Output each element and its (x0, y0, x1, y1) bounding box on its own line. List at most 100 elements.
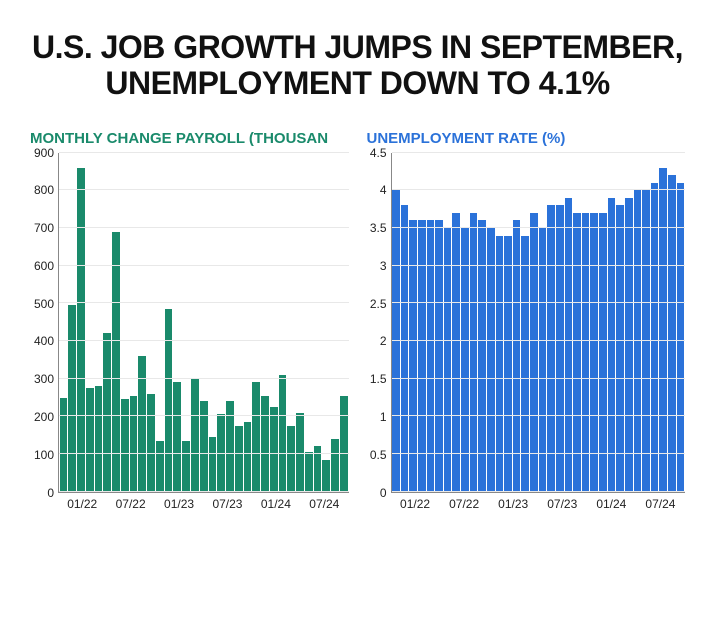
payroll-gridline (59, 265, 349, 266)
payroll-chart: MONTHLY CHANGE PAYROLL (THOUSAN 01002003… (30, 130, 349, 511)
payroll-bar (270, 407, 278, 492)
unemployment-bar (461, 228, 469, 492)
payroll-bar (191, 379, 199, 492)
unemployment-bar (401, 205, 409, 491)
unemployment-bar (651, 183, 659, 492)
unemployment-x-tick: 01/22 (391, 497, 440, 511)
payroll-bar (77, 168, 85, 492)
payroll-bar (340, 396, 348, 492)
unemployment-plot-wrap: 00.511.522.533.544.5 (367, 153, 686, 493)
unemployment-x-tick: 07/23 (538, 497, 587, 511)
unemployment-x-tick: 01/23 (489, 497, 538, 511)
payroll-chart-title: MONTHLY CHANGE PAYROLL (THOUSAN (30, 130, 349, 147)
unemployment-y-axis: 00.511.522.533.544.5 (367, 153, 391, 493)
payroll-bar (165, 309, 173, 492)
unemployment-bar (616, 205, 624, 491)
payroll-x-tick: 07/22 (106, 497, 154, 511)
charts-row: MONTHLY CHANGE PAYROLL (THOUSAN 01002003… (30, 130, 685, 511)
payroll-bar (173, 382, 181, 491)
payroll-bar (200, 401, 208, 491)
unemployment-bar (513, 220, 521, 491)
payroll-bar (112, 232, 120, 492)
payroll-bar (121, 399, 129, 491)
payroll-bar (130, 396, 138, 492)
payroll-bar (235, 426, 243, 492)
unemployment-bar (668, 175, 676, 491)
unemployment-bar (444, 228, 452, 492)
payroll-gridline (59, 302, 349, 303)
unemployment-bar (530, 213, 538, 492)
headline: U.S. JOB GROWTH JUMPS IN SEPTEMBER, UNEM… (30, 30, 685, 102)
payroll-bar (86, 388, 94, 492)
payroll-gridline (59, 189, 349, 190)
payroll-bar (279, 375, 287, 492)
payroll-bar (322, 460, 330, 492)
unemployment-bar (565, 198, 573, 492)
unemployment-bar (573, 213, 581, 492)
unemployment-bar (677, 183, 685, 492)
unemployment-bar (642, 190, 650, 491)
payroll-gridline (59, 227, 349, 228)
unemployment-chart: UNEMPLOYMENT RATE (%) 00.511.522.533.544… (367, 130, 686, 511)
payroll-bar (244, 422, 252, 492)
payroll-bar (226, 401, 234, 491)
payroll-x-tick: 01/22 (58, 497, 106, 511)
unemployment-chart-title: UNEMPLOYMENT RATE (%) (367, 130, 686, 147)
payroll-bar (296, 413, 304, 492)
unemployment-bar (582, 213, 590, 492)
unemployment-bar (521, 236, 529, 492)
unemployment-bar (590, 213, 598, 492)
payroll-plot-wrap: 0100200300400500600700800900 (30, 153, 349, 493)
payroll-bar (331, 439, 339, 492)
payroll-bar (314, 446, 322, 491)
payroll-bar (182, 441, 190, 492)
unemployment-x-tick: 01/24 (587, 497, 636, 511)
unemployment-bar (539, 228, 547, 492)
payroll-bar (103, 333, 111, 491)
chart-container: U.S. JOB GROWTH JUMPS IN SEPTEMBER, UNEM… (0, 0, 715, 511)
payroll-bar (287, 426, 295, 492)
payroll-y-axis: 0100200300400500600700800900 (30, 153, 58, 493)
unemployment-bar (547, 205, 555, 491)
unemployment-bar (556, 205, 564, 491)
unemployment-bar (470, 213, 478, 492)
unemployment-bar (409, 220, 417, 491)
unemployment-x-tick: 07/24 (636, 497, 685, 511)
unemployment-x-tick: 07/22 (440, 497, 489, 511)
unemployment-x-axis: 01/2207/2201/2307/2301/2407/24 (391, 497, 686, 511)
payroll-bar (95, 386, 103, 491)
unemployment-bar (435, 220, 443, 491)
unemployment-bar (608, 198, 616, 492)
unemployment-bar (599, 213, 607, 492)
unemployment-bar (504, 236, 512, 492)
payroll-bar (261, 396, 269, 492)
payroll-x-tick: 07/23 (203, 497, 251, 511)
unemployment-bar (634, 190, 642, 491)
payroll-x-tick: 01/23 (155, 497, 203, 511)
unemployment-gridline (392, 152, 686, 153)
payroll-x-axis: 01/2207/2201/2307/2301/2407/24 (58, 497, 349, 511)
payroll-x-tick: 01/24 (252, 497, 300, 511)
payroll-bar (252, 382, 260, 491)
payroll-bar (156, 441, 164, 492)
payroll-x-tick: 07/24 (300, 497, 348, 511)
payroll-bar (305, 452, 313, 492)
unemployment-bar (478, 220, 486, 491)
unemployment-bar (427, 220, 435, 491)
unemployment-plot (391, 153, 686, 493)
unemployment-bar (392, 190, 400, 491)
payroll-bar (138, 356, 146, 492)
payroll-bar (60, 398, 68, 492)
unemployment-bar (487, 228, 495, 492)
unemployment-bar (625, 198, 633, 492)
payroll-bar (68, 305, 76, 491)
unemployment-bar (418, 220, 426, 491)
unemployment-bar (659, 168, 667, 492)
unemployment-bar (452, 213, 460, 492)
payroll-plot (58, 153, 349, 493)
payroll-bar (217, 414, 225, 491)
payroll-bar (209, 437, 217, 492)
unemployment-bar (496, 236, 504, 492)
payroll-gridline (59, 152, 349, 153)
payroll-bar (147, 394, 155, 492)
